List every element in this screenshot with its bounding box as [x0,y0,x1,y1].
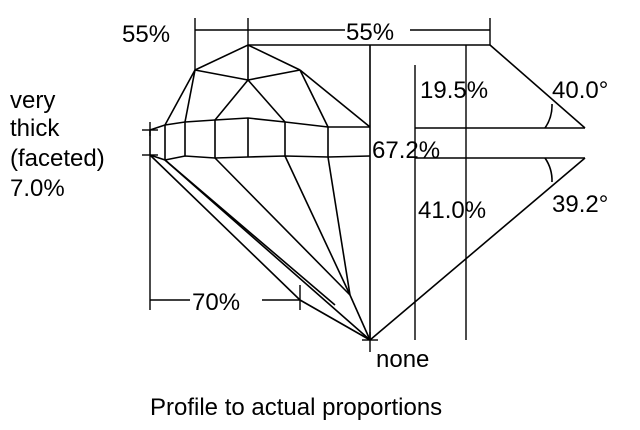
girdle-facets [164,117,371,161]
crown-angle-label: 40.0° [552,77,608,104]
dimension-lines [142,18,491,352]
crown-height-label: 19.5% [420,77,488,104]
pavilion-angle-label: 39.2° [552,191,608,218]
crown-facets [184,44,371,128]
girdle-label-line2: thick [10,115,60,142]
girdle-label-line1: very [10,87,55,114]
star-length-label: 55% [122,21,170,48]
girdle-label-line3: (faceted) [10,145,105,172]
culet-label: none [376,346,429,373]
table-size-label: 55% [346,19,394,46]
angle-diagram [369,44,586,341]
pavilion-depth-label: 41.0% [418,197,486,224]
diagram-caption: Profile to actual proportions [150,394,442,421]
diamond-outline [149,44,371,341]
girdle-label-line4: 7.0% [10,175,65,202]
total-depth-label: 67.2% [372,137,440,164]
pavilion-facets [149,154,371,341]
lower-half-label: 70% [192,289,240,316]
